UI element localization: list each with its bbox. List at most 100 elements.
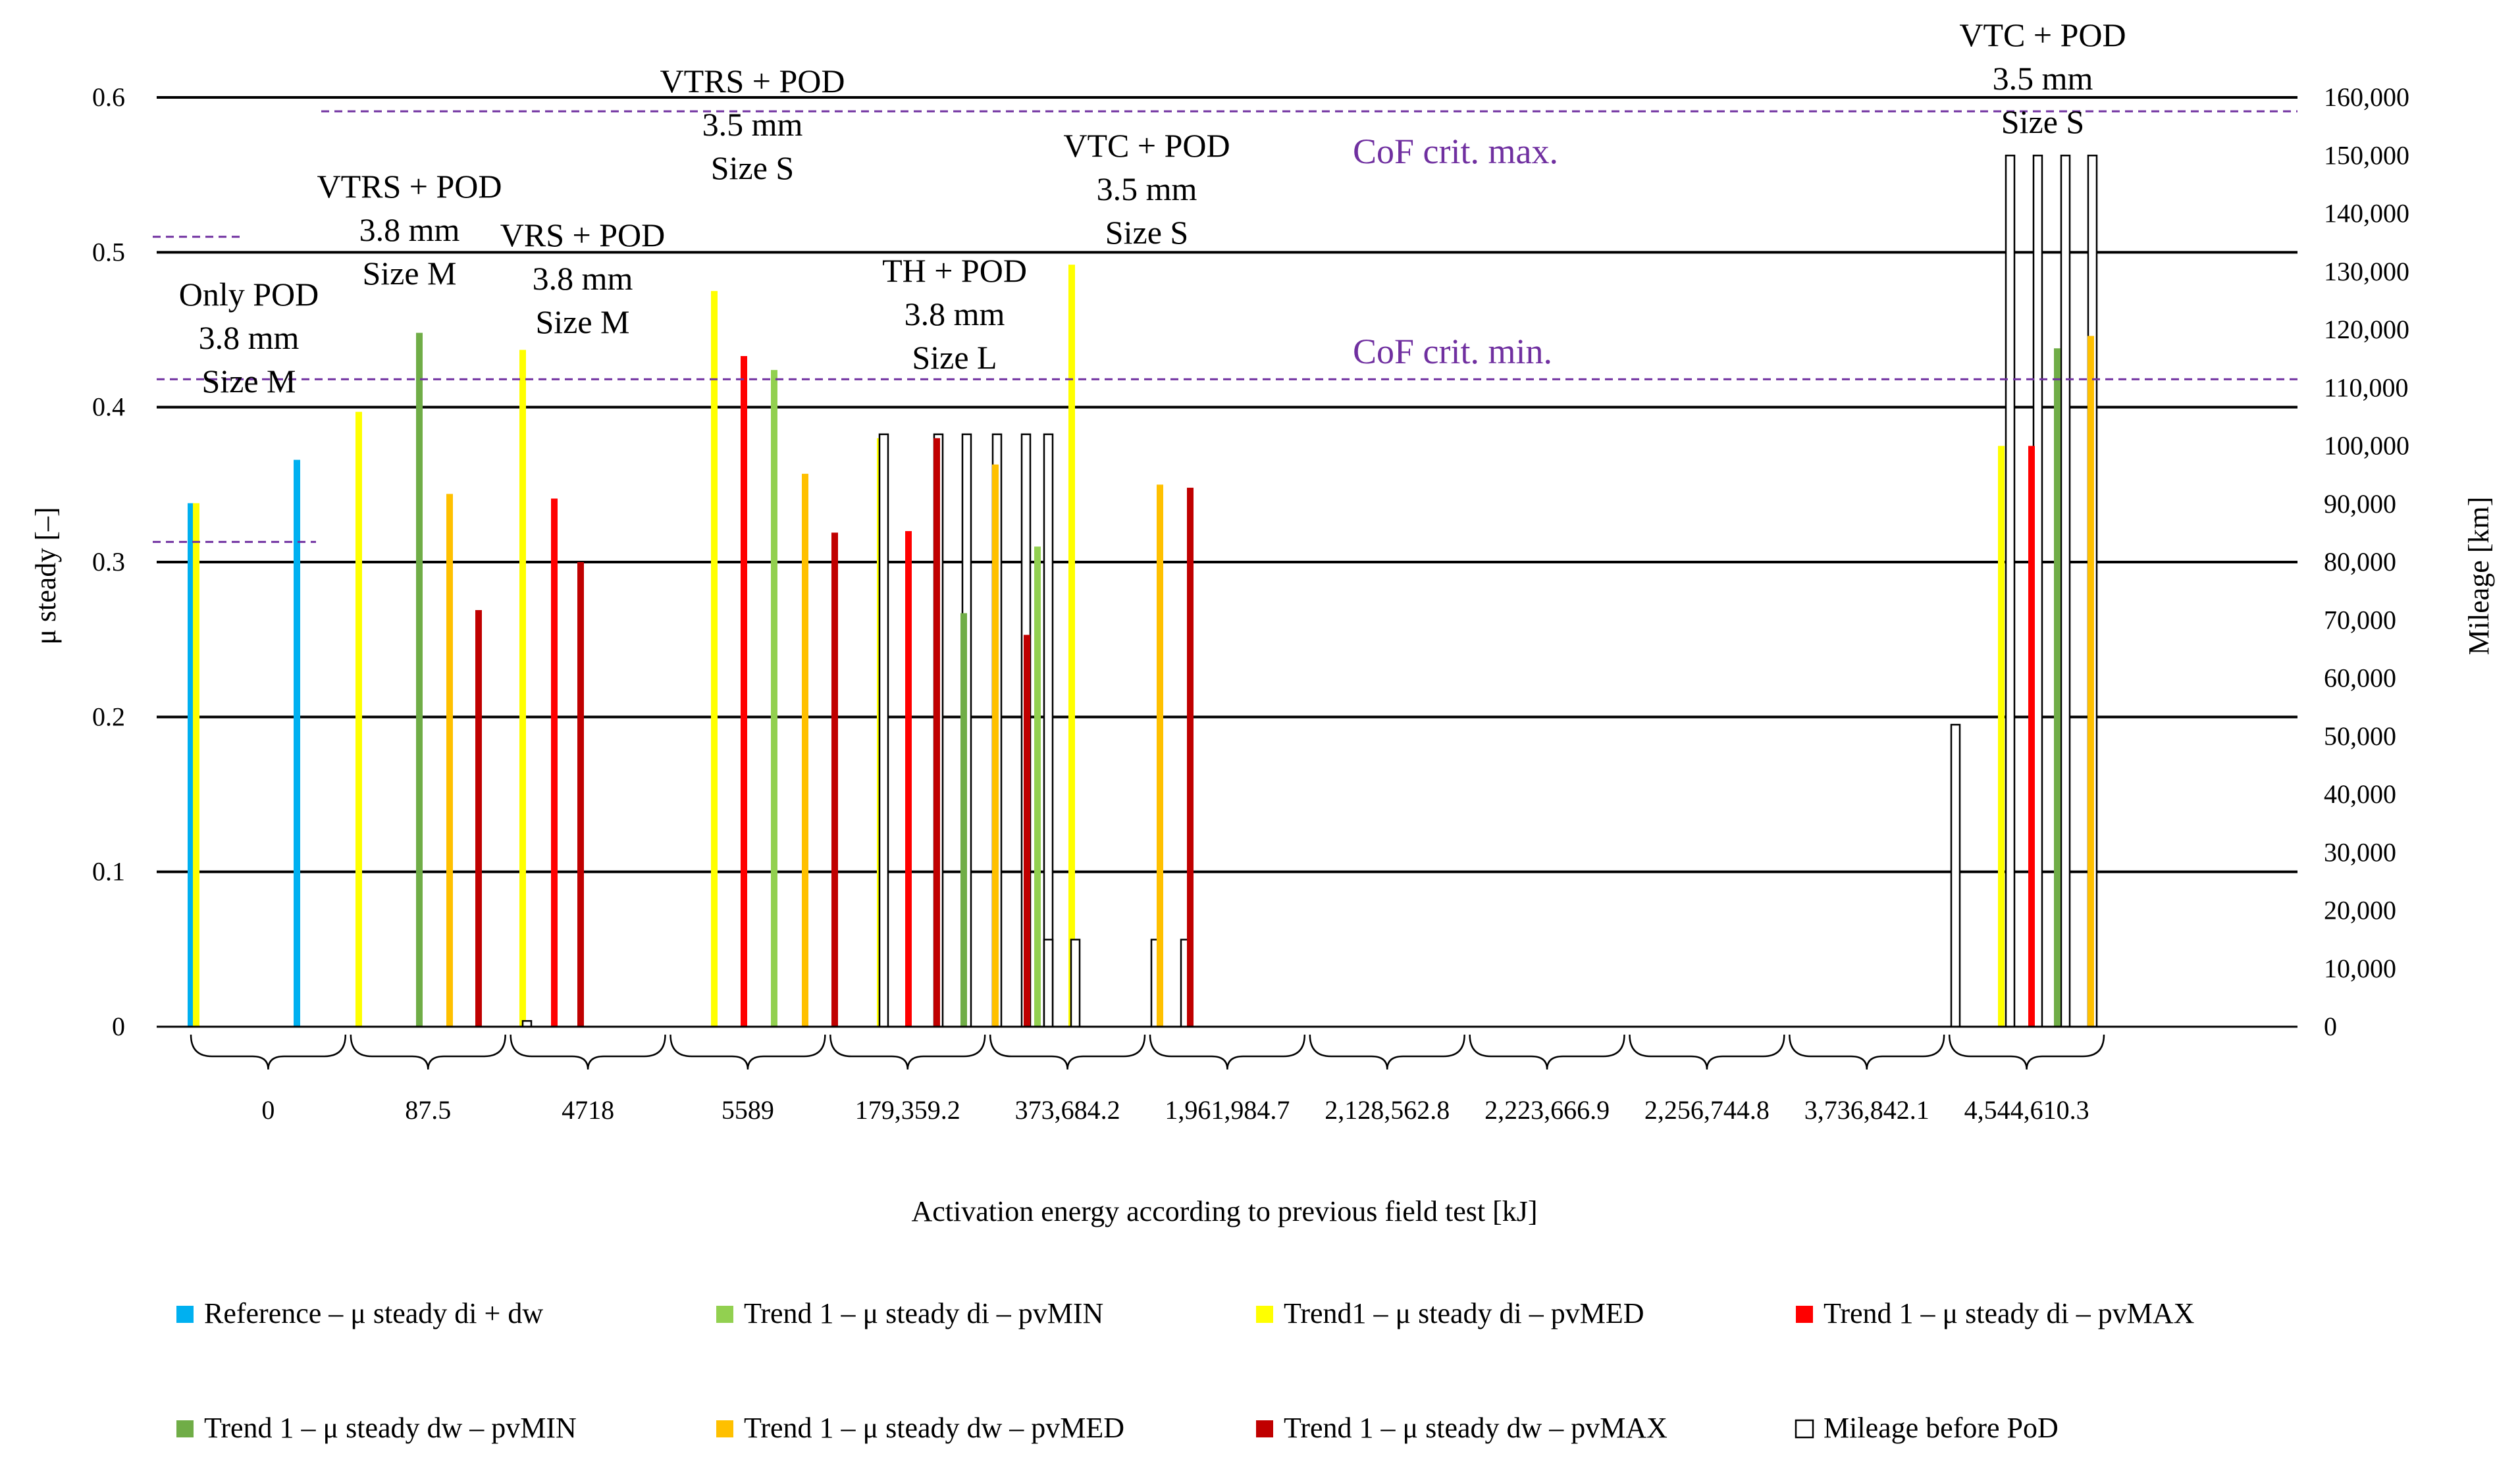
y2-tick-label: 20,000 — [2324, 896, 2396, 925]
series-bar — [741, 356, 747, 1027]
annotation-line: Size S — [1105, 214, 1188, 251]
series-bar — [933, 438, 940, 1027]
category-bracket — [190, 1034, 347, 1070]
y2-tick-label: 30,000 — [2324, 837, 2396, 867]
y2-tick-label: 160,000 — [2324, 82, 2409, 112]
y2-tick-label: 0 — [2324, 1012, 2337, 1041]
legend-item: Mileage before PoD — [1795, 1412, 2059, 1444]
series-bar — [711, 291, 718, 1027]
legend: Reference – μ steady di + dw Trend 1 – μ … — [176, 1297, 2194, 1444]
annotation-line: Only POD — [179, 276, 319, 313]
series-bar — [2087, 336, 2094, 1027]
mileage-bar — [1070, 939, 1081, 1028]
mileage-bar — [2005, 155, 2016, 1028]
y2-tick-label: 130,000 — [2324, 257, 2409, 286]
annotation-line: 3.8 mm — [533, 260, 633, 297]
annotation-line: Size M — [535, 303, 629, 340]
x-tick-label: 2,223,666.9 — [1484, 1095, 1610, 1125]
reference-line-labels: CoF crit. max. CoF crit. min. — [1353, 132, 1558, 371]
series-bar — [1998, 446, 2005, 1027]
y2-tick-label: 120,000 — [2324, 315, 2409, 344]
test-configuration-annotation: VRS + POD 3.8 mm Size M — [500, 217, 666, 340]
reference-lines — [153, 110, 2297, 543]
legend-label: Trend 1 – μ steady dw – pvMED — [744, 1412, 1124, 1444]
annotation-line: Size S — [2001, 103, 2084, 140]
legend-item: Trend 1 – μ steady di – pvMIN — [716, 1297, 1103, 1329]
series-bar — [193, 503, 199, 1027]
mileage-bar — [878, 433, 889, 1028]
series-bar — [1187, 488, 1194, 1027]
annotation-line: VTRS + POD — [317, 168, 502, 205]
x-tick-label: 87.5 — [405, 1095, 451, 1125]
y-axis-title: μ steady [–] — [30, 507, 62, 644]
category-bracket — [510, 1034, 666, 1070]
y2-tick-label: 70,000 — [2324, 605, 2396, 634]
category-bracket — [669, 1034, 826, 1070]
legend-item: Trend 1 – μ steady dw – pvMIN — [176, 1412, 577, 1444]
legend-swatch — [1795, 1419, 1814, 1439]
annotation-line: Size S — [711, 149, 794, 186]
series-bar — [1024, 634, 1030, 1027]
x-tick-label: 5589 — [722, 1095, 774, 1125]
category-bracket — [829, 1034, 986, 1070]
legend-swatch — [1256, 1306, 1273, 1323]
annotation-line: 3.8 mm — [359, 211, 460, 248]
category-bracket — [1789, 1034, 1945, 1070]
series-bar — [992, 464, 999, 1027]
series-bar — [294, 459, 300, 1027]
cof-reference-label: CoF crit. min. — [1353, 332, 1552, 371]
mileage-bar — [1043, 939, 1054, 1028]
y-tick-label: 0.2 — [92, 702, 125, 731]
x-axis-title: Activation energy according to previous … — [911, 1195, 1537, 1227]
legend-swatch — [176, 1306, 194, 1323]
legend-label: Mileage before PoD — [1824, 1412, 2059, 1444]
series-bar — [802, 473, 808, 1027]
legend-label: Trend1 – μ steady di – pvMED — [1284, 1297, 1644, 1329]
x-tick-label: 1,961,984.7 — [1165, 1095, 1290, 1125]
y2-tick-label: 50,000 — [2324, 721, 2396, 751]
annotation-line: VTC + POD — [1063, 127, 1230, 164]
test-configuration-annotation: VTRS + POD 3.5 mm Size S — [660, 63, 845, 186]
test-configuration-annotation: VTC + POD 3.5 mm Size S — [1063, 127, 1230, 251]
annotation-line: TH + POD — [882, 252, 1027, 289]
annotation-line: VTRS + POD — [660, 63, 845, 99]
x-tick-label: 179,359.2 — [855, 1095, 960, 1125]
annotation-line: VRS + POD — [500, 217, 666, 253]
mileage-bar — [2060, 155, 2071, 1028]
test-configuration-annotation: VTRS + POD 3.8 mm Size M — [317, 168, 502, 292]
category-bracket — [1149, 1034, 1306, 1070]
y-axis-ticks: 0 0.1 0.2 0.3 0.4 0.5 0.6 — [92, 82, 125, 1041]
series-bar — [446, 494, 453, 1027]
test-configuration-annotation: VTC + POD 3.5 mm Size S — [1959, 16, 2126, 140]
y2-tick-label: 150,000 — [2324, 140, 2409, 170]
category-bracket — [989, 1034, 1146, 1070]
legend-swatch — [716, 1420, 733, 1437]
annotation-line: 3.8 mm — [199, 319, 300, 356]
y2-tick-label: 140,000 — [2324, 199, 2409, 228]
series-bar — [2054, 348, 2061, 1027]
annotation-line: Size M — [362, 255, 456, 292]
legend-swatch — [716, 1306, 733, 1323]
annotation-line: 3.5 mm — [1993, 60, 2093, 97]
x-tick-label: 373,684.2 — [1015, 1095, 1120, 1125]
series-bar — [577, 562, 584, 1027]
y2-tick-label: 90,000 — [2324, 489, 2396, 519]
series-bar — [831, 532, 838, 1027]
category-bracket — [1469, 1034, 1625, 1070]
y2-tick-label: 100,000 — [2324, 431, 2409, 461]
mileage-bar — [1043, 433, 1054, 1028]
x-tick-labels: 0 87.5 4718 5589 179,359.2 373,684.2 1,961,984… — [261, 1095, 2089, 1125]
series-bar — [1034, 546, 1041, 1027]
x-tick-label: 2,256,744.8 — [1644, 1095, 1770, 1125]
annotation-line: Size L — [912, 339, 997, 376]
x-tick-label: 4,544,610.3 — [1964, 1095, 2089, 1125]
legend-label: Trend 1 – μ steady dw – pvMAX — [1284, 1412, 1667, 1444]
annotation-line: 3.8 mm — [905, 296, 1005, 332]
legend-swatch — [1796, 1306, 1813, 1323]
x-tick-label: 0 — [261, 1095, 275, 1125]
x-tick-label: 2,128,562.8 — [1325, 1095, 1450, 1125]
y-tick-label: 0 — [112, 1012, 125, 1041]
y2-tick-label: 60,000 — [2324, 663, 2396, 693]
series-bar — [960, 613, 967, 1027]
category-bracket — [1629, 1034, 1785, 1070]
